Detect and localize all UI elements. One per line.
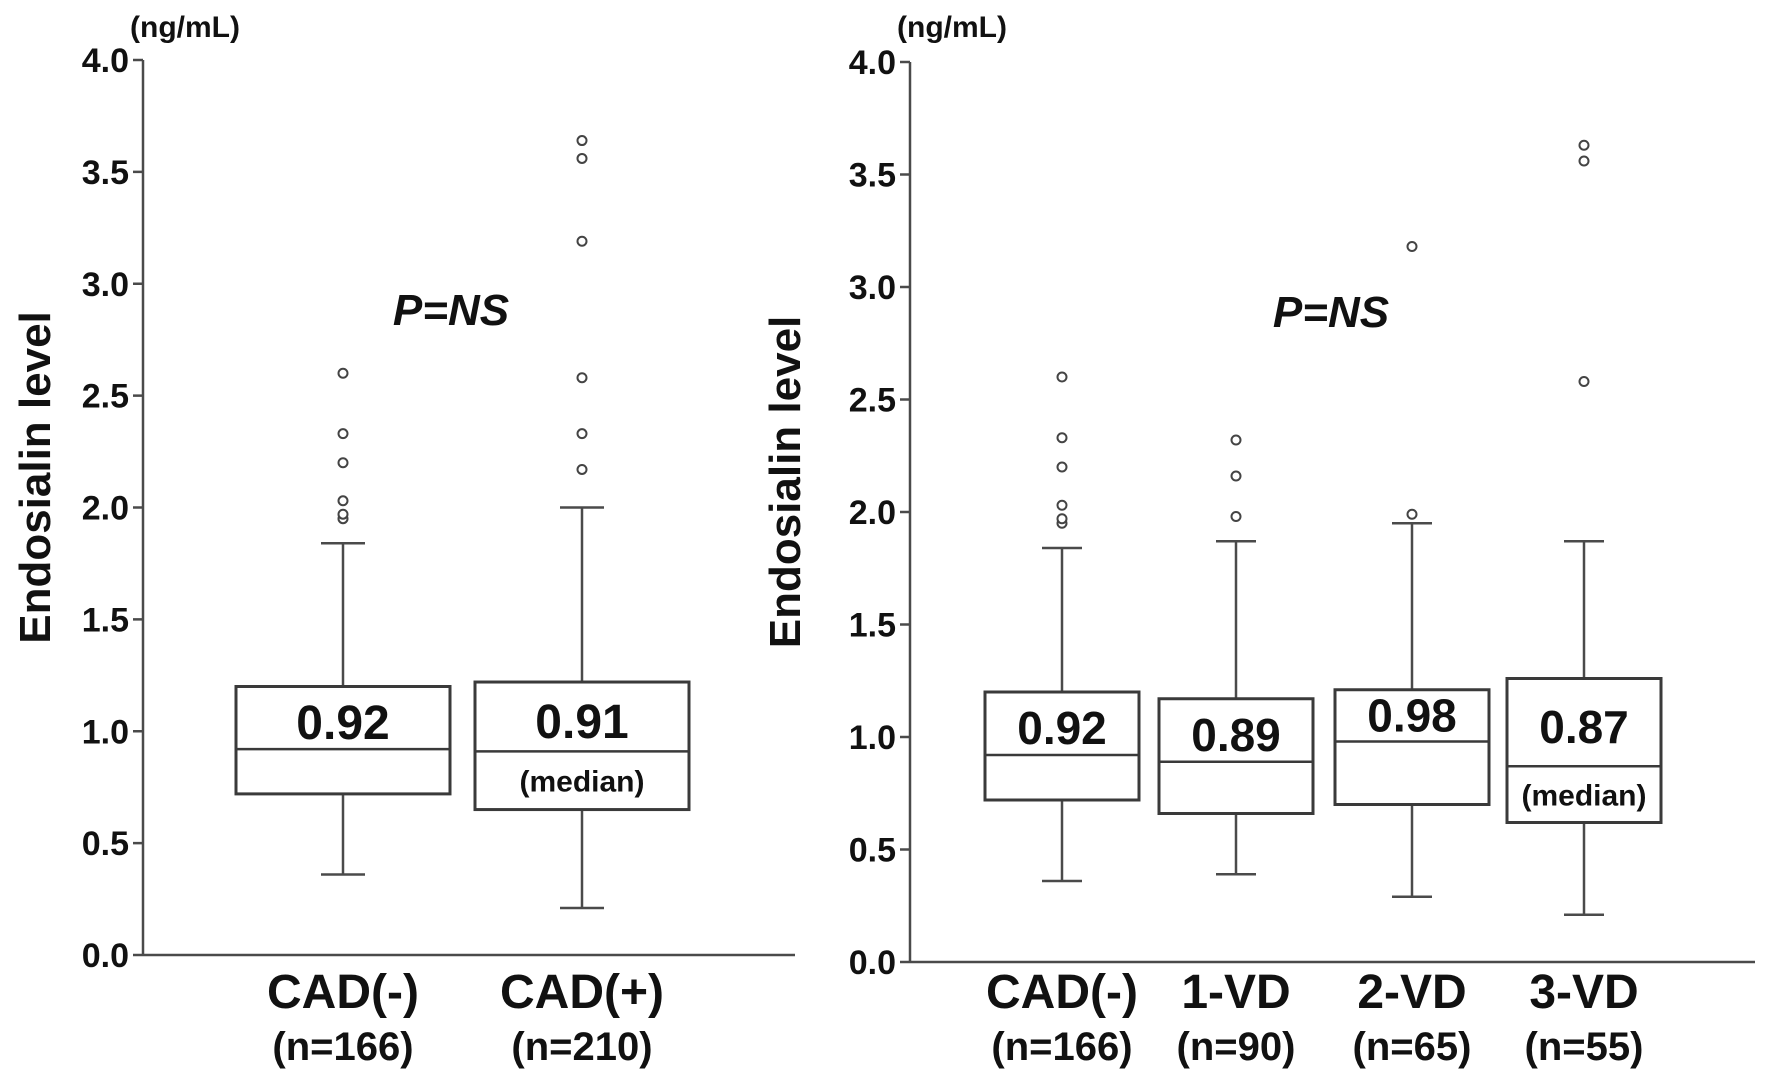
sample-size-label: (n=166) <box>272 1025 413 1069</box>
category-label: 2-VD <box>1357 966 1466 1019</box>
y-tick-label: 3.5 <box>849 157 896 195</box>
outlier-point <box>1578 376 1590 387</box>
y-unit-label: (ng/mL) <box>130 11 240 44</box>
outlier-point <box>337 508 349 520</box>
category-label: CAD(-) <box>986 966 1138 1019</box>
median-value-label: 0.87 <box>1539 701 1629 753</box>
y-axis-title: Endosialin level <box>11 311 60 644</box>
outlier-point <box>576 428 588 440</box>
outlier-point <box>1056 499 1068 511</box>
category-label: CAD(-) <box>267 966 419 1019</box>
outlier-point <box>1406 508 1418 520</box>
iqr-box <box>473 680 691 812</box>
y-tick-label: 3.5 <box>82 154 129 192</box>
y-unit-label: (ng/mL) <box>897 11 1007 44</box>
outlier-point <box>1578 139 1590 151</box>
panel-left: 0.0 0.5 1.0 1.5 2.0 2.5 3.0 3.5 4.0(ng/mL) Endosi… <box>11 11 795 1069</box>
outlier-point <box>1056 432 1068 444</box>
sample-size-label: (n=166) <box>991 1025 1132 1069</box>
y-tick-label: 1.5 <box>82 601 129 639</box>
box-group: 0.87 (median) 3-VD (n=55) <box>1505 139 1663 1069</box>
y-tick-label: 0.5 <box>82 825 129 863</box>
outlier-point <box>1230 434 1242 446</box>
outlier-point <box>337 367 349 379</box>
median-value-label: 0.92 <box>1017 702 1107 754</box>
median-value-label: 0.91 <box>535 696 628 749</box>
sample-size-label: (n=65) <box>1353 1025 1472 1069</box>
median-value-label: 0.98 <box>1367 690 1457 742</box>
category-label: CAD(+) <box>500 966 664 1019</box>
panel-right: 0.0 0.5 1.0 1.5 2.0 2.5 3.0 3.5 4.0(ng/mL) Endosi… <box>761 11 1755 1069</box>
outlier-point <box>1578 155 1590 167</box>
outlier-point <box>1056 371 1068 383</box>
outlier-point <box>1056 461 1068 473</box>
y-tick-label: 3.0 <box>82 266 129 304</box>
outlier-point <box>576 235 588 247</box>
iqr-box <box>234 685 452 796</box>
box-group: 0.92 CAD(-) (n=166) <box>983 371 1141 1069</box>
iqr-box <box>1505 677 1663 824</box>
outlier-point <box>576 463 588 475</box>
outlier-point <box>337 495 349 507</box>
median-note-label: (median) <box>1521 779 1646 812</box>
y-tick-label: 3.0 <box>849 269 896 307</box>
y-tick-label: 1.0 <box>82 713 129 751</box>
median-value-label: 0.89 <box>1191 709 1281 761</box>
y-tick-label: 0.0 <box>849 944 896 982</box>
category-label: 1-VD <box>1181 966 1290 1019</box>
y-tick-label: 2.0 <box>849 494 896 532</box>
box-group: 0.91 (median) CAD(+) (n=210) <box>473 135 691 1069</box>
y-tick-label: 4.0 <box>849 44 896 82</box>
outlier-point <box>1406 241 1418 252</box>
outlier-point <box>576 372 588 384</box>
outlier-point <box>337 428 349 440</box>
p-value-annotation: P=NS <box>393 286 509 335</box>
outlier-point <box>337 457 349 469</box>
y-axis-title: Endosialin level <box>761 316 810 649</box>
box-group: 0.92 CAD(-) (n=166) <box>234 367 452 1069</box>
y-tick-label: 0.0 <box>82 937 129 975</box>
box-group: 0.98 2-VD (n=65) <box>1333 241 1491 1069</box>
iqr-box <box>983 690 1141 802</box>
y-tick-label: 2.5 <box>82 378 129 416</box>
sample-size-label: (n=55) <box>1525 1025 1644 1069</box>
y-tick-label: 4.0 <box>82 42 129 80</box>
outlier-point <box>1230 470 1242 482</box>
y-tick-label: 1.0 <box>849 719 896 757</box>
iqr-box <box>1333 688 1491 806</box>
median-note-label: (median) <box>519 765 644 798</box>
median-value-label: 0.92 <box>296 697 389 750</box>
outlier-point <box>576 152 588 164</box>
iqr-box <box>1157 697 1315 815</box>
outlier-point <box>1230 511 1242 522</box>
y-tick-label: 1.5 <box>849 607 896 645</box>
outlier-point <box>576 135 588 147</box>
y-tick-label: 2.5 <box>849 382 896 420</box>
p-value-annotation: P=NS <box>1273 288 1389 337</box>
outlier-point <box>1056 513 1068 525</box>
sample-size-label: (n=210) <box>511 1025 652 1069</box>
sample-size-label: (n=90) <box>1177 1025 1296 1069</box>
y-tick-label: 2.0 <box>82 490 129 528</box>
box-group: 0.89 1-VD (n=90) <box>1157 434 1315 1069</box>
y-tick-label: 0.5 <box>849 832 896 870</box>
category-label: 3-VD <box>1529 966 1638 1019</box>
